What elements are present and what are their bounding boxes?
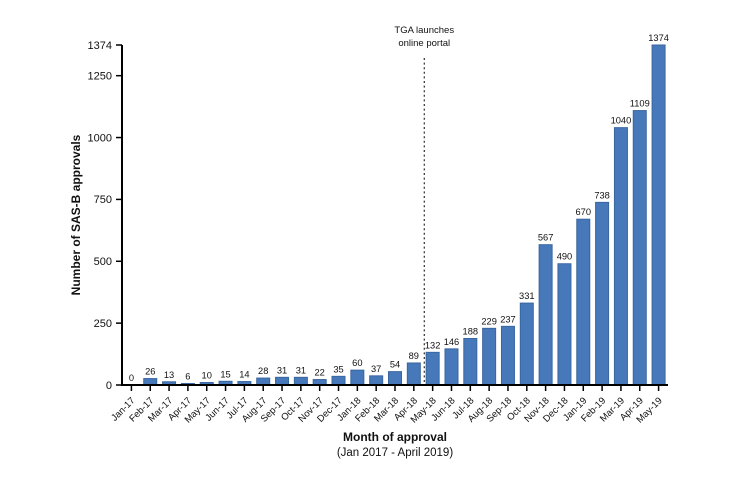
bar <box>275 376 290 386</box>
bar <box>331 375 346 386</box>
bar <box>557 263 572 386</box>
bar <box>519 302 534 386</box>
bar <box>293 376 308 386</box>
x-axis-title: Month of approval <box>343 430 447 444</box>
y-tick-label: 1000 <box>88 132 112 144</box>
bar <box>482 327 497 386</box>
x-axis-subtitle: (Jan 2017 - April 2019) <box>337 447 454 459</box>
bar <box>388 371 402 386</box>
bar <box>613 127 628 386</box>
bar-value-label: 54 <box>390 360 400 370</box>
bar-value-label: 26 <box>145 367 155 377</box>
y-tick-label: 500 <box>94 256 112 268</box>
bar <box>538 244 553 386</box>
y-tick-label: 750 <box>94 194 112 206</box>
bar-value-label: 89 <box>409 351 419 361</box>
bar <box>595 201 610 386</box>
bar-value-label: 31 <box>277 365 287 375</box>
bar-value-label: 35 <box>333 364 343 374</box>
axes-group <box>121 45 668 386</box>
bar <box>256 377 271 386</box>
bar <box>350 369 365 386</box>
bar-value-label: 237 <box>500 314 516 324</box>
bar-value-label: 31 <box>296 365 306 375</box>
bar-value-label: 22 <box>315 368 325 378</box>
bar-value-label: 738 <box>594 190 610 200</box>
bar-value-label: 1374 <box>648 33 669 43</box>
bar <box>576 218 591 386</box>
bar-value-label: 1109 <box>630 99 650 109</box>
bar <box>500 325 515 386</box>
bar-value-label: 1040 <box>611 116 632 126</box>
bar <box>632 110 647 386</box>
bar-value-label: 567 <box>538 233 554 243</box>
bar <box>444 348 459 386</box>
y-tick-label: 250 <box>94 318 112 330</box>
bar-value-label: 670 <box>576 207 592 217</box>
bar-value-label: 132 <box>425 340 441 350</box>
y-tick-label: 1374 <box>88 40 112 52</box>
bar-value-label: 10 <box>202 371 212 381</box>
bar-value-label: 13 <box>164 370 174 380</box>
bar <box>406 362 421 386</box>
annotation-text-line1: TGA launches <box>394 25 454 36</box>
bar-value-label: 490 <box>557 252 573 262</box>
bar-value-label: 15 <box>220 369 230 379</box>
annotation-text-line2: online portal <box>398 38 450 49</box>
bar-value-label: 188 <box>463 326 479 336</box>
bar-value-label: 60 <box>352 358 362 368</box>
bar-value-label: 229 <box>481 316 497 326</box>
bar <box>651 44 666 386</box>
bar <box>369 375 384 386</box>
bar-value-label: 331 <box>519 291 535 301</box>
bar <box>463 337 478 386</box>
y-tick-label: 1250 <box>88 70 112 82</box>
y-axis-title: Number of SAS-B approvals <box>69 134 83 295</box>
y-tick-label: 0 <box>106 380 112 392</box>
bar-value-label: 146 <box>444 337 460 347</box>
bar-value-label: 37 <box>371 364 381 374</box>
bar-value-label: 14 <box>239 370 249 380</box>
bar-value-label: 28 <box>258 366 268 376</box>
bar <box>425 351 440 386</box>
bar-value-label: 6 <box>185 372 190 382</box>
bar-value-label: 0 <box>129 373 134 383</box>
